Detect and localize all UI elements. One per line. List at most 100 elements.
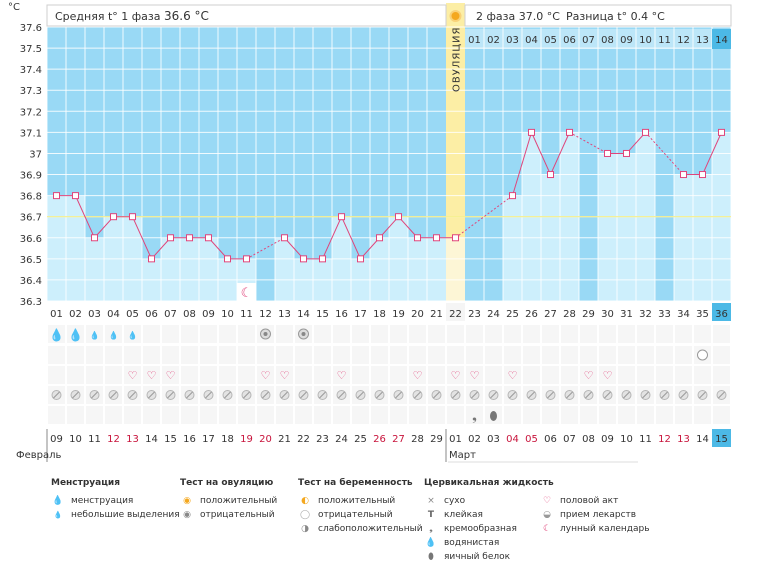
legend-eggwhite: ⬮ яичный белок — [424, 550, 554, 564]
marker-cell — [637, 406, 654, 424]
date-label: 01 — [449, 434, 462, 445]
temperature-point — [110, 213, 117, 221]
phase1-label: Средняя t° 1 фаза 36.6 °C — [55, 9, 209, 23]
marker-cell — [143, 325, 160, 343]
phase1-header — [46, 4, 447, 27]
heart-icon: ♡ — [451, 369, 461, 382]
pregnancy-weak-icon — [697, 349, 708, 361]
pill-line — [224, 391, 231, 399]
marker-cell — [314, 325, 331, 343]
temperature-line — [341, 216, 361, 260]
marker-cell — [447, 366, 464, 384]
date-label: 09 — [50, 434, 63, 445]
marker-cell — [428, 366, 445, 384]
menstruation-icon: 💧 — [68, 328, 83, 342]
cycle-day-label: 04 — [107, 309, 120, 320]
marker-cell — [618, 346, 635, 364]
cycle-day-label: 23 — [468, 309, 481, 320]
date-label: 15 — [715, 434, 728, 445]
marker-cell — [656, 406, 673, 424]
legend-label: клейкая — [444, 510, 483, 520]
marker-cell — [48, 366, 65, 384]
pill-line — [357, 391, 364, 399]
moon-icon: ☾ — [542, 524, 552, 534]
y-tick-label: 36.8 — [20, 192, 42, 203]
marker-cell — [637, 366, 654, 384]
creamy-icon: ❟ — [472, 409, 477, 423]
phase2-header — [464, 4, 732, 27]
pregnancy-negative-icon: ◯ — [299, 510, 311, 520]
temperature-point — [547, 171, 554, 179]
cycle-day-label: 10 — [221, 309, 234, 320]
temperature-point — [414, 234, 421, 242]
marker-cell — [86, 346, 103, 364]
marker-cell — [599, 406, 616, 424]
marker-cell — [200, 366, 217, 384]
legend-menstruation-item: 💧 менструация — [51, 494, 180, 508]
marker-cell — [257, 366, 274, 384]
pill-line — [281, 391, 288, 399]
marker-cell — [257, 346, 274, 364]
temperature-line — [75, 195, 95, 238]
temperature-point — [281, 234, 288, 242]
cycle-day-label: 27 — [544, 309, 557, 320]
marker-cell — [48, 406, 65, 424]
marker-cell — [124, 366, 141, 384]
light-discharge-icon: 💧 — [128, 330, 138, 340]
temperature-point — [129, 213, 136, 221]
cycle-day-label: 24 — [487, 309, 500, 320]
month-label-mar: Март — [449, 450, 476, 461]
pill-line — [414, 391, 421, 399]
marker-cell — [618, 406, 635, 424]
pill-line — [72, 391, 79, 399]
marker-cell — [86, 406, 103, 424]
eggwhite-icon: ⬮ — [428, 552, 434, 562]
pregnancy-weak-icon: ◑ — [301, 524, 309, 534]
marker-cell — [390, 406, 407, 424]
y-unit-label: °C — [8, 2, 20, 13]
temperature-point — [243, 255, 250, 263]
cycle-day-label: 06 — [145, 309, 158, 320]
marker-cell — [561, 406, 578, 424]
phase2-day-label: 01 — [468, 35, 481, 46]
date-label: 09 — [601, 434, 614, 445]
marker-cell — [637, 325, 654, 343]
pill-icon: ◒ — [543, 510, 551, 520]
today-phase2-cell — [712, 29, 731, 49]
pill-line — [699, 391, 706, 399]
temperature-point — [623, 149, 630, 157]
marker-cell — [238, 346, 255, 364]
legend-label: небольшие выделения — [71, 510, 180, 520]
cycle-day-label: 11 — [240, 309, 253, 320]
marker-cell — [124, 325, 141, 343]
legend-pregnancy-test: Тест на беременность ◐ положительный ◯ отр… — [298, 478, 423, 536]
marker-cell — [314, 366, 331, 384]
marker-cell — [561, 366, 578, 384]
temperature-line-gap — [645, 132, 684, 175]
marker-cell — [105, 366, 122, 384]
heart-icon: ♡ — [470, 369, 480, 382]
legend: Менструация 💧 менструация 💧 небольшие выде… — [0, 478, 769, 587]
marker-cell — [162, 406, 179, 424]
marker-cell — [105, 346, 122, 364]
phase2-days-band — [465, 29, 731, 49]
marker-cell — [352, 325, 369, 343]
date-label: 11 — [88, 434, 101, 445]
legend-ovulation-test: Тест на овуляцию ◉ положительный ◉ отрицат… — [180, 478, 277, 522]
marker-cell — [276, 325, 293, 343]
bbt-chart: °C 36.3 36.4 36.5 36.6 36.7 36.8 36.9 37 37.1 37.2… — [8, 2, 732, 463]
marker-cell — [181, 346, 198, 364]
phase2-day-label: 11 — [658, 35, 671, 46]
cycle-day-label: 13 — [278, 309, 291, 320]
cycle-day-label: 33 — [658, 309, 671, 320]
y-tick-label: 36.5 — [20, 255, 42, 266]
heart-icon: ♡ — [584, 369, 594, 382]
marker-cell — [143, 346, 160, 364]
legend-watery: 💧 водянистая — [424, 536, 554, 550]
cycle-day-label: 29 — [582, 309, 595, 320]
temperature-point — [452, 234, 459, 242]
marker-cell — [162, 346, 179, 364]
temperature-point — [72, 192, 79, 200]
cycle-day-label: 36 — [715, 309, 728, 320]
heart-icon: ♡ — [261, 369, 271, 382]
